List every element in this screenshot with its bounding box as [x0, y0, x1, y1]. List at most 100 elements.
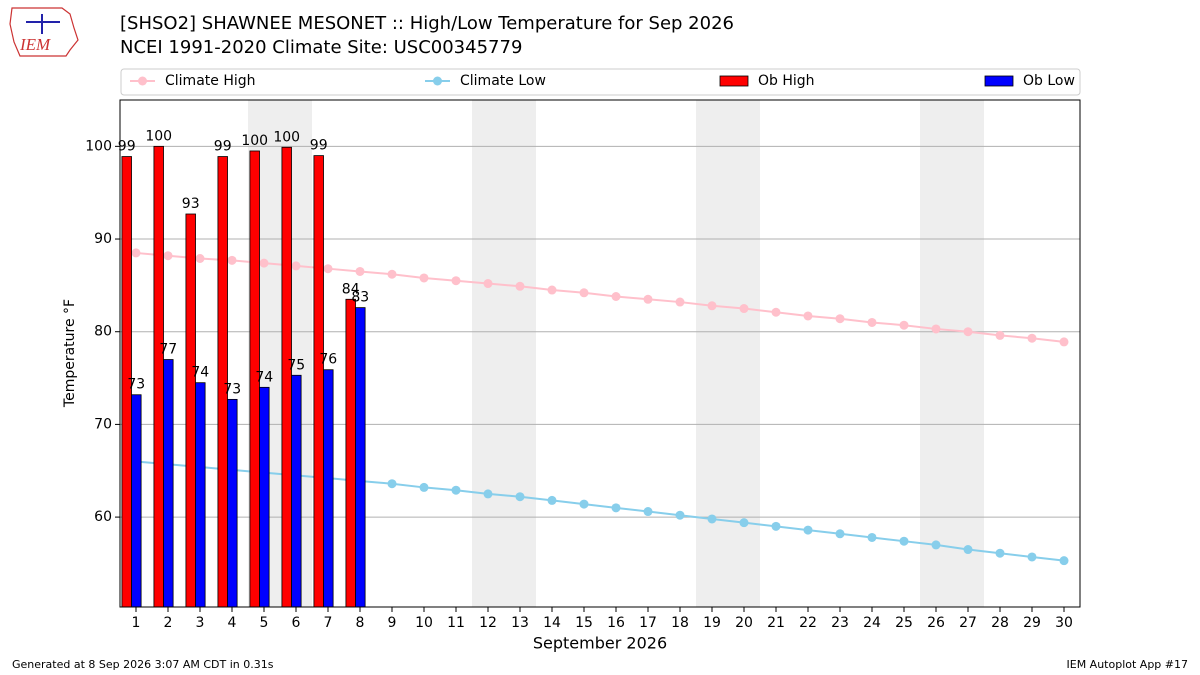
data-label: 100	[273, 129, 300, 145]
bar	[131, 394, 142, 608]
line-marker	[547, 285, 557, 295]
x-tick-label: 1	[132, 615, 141, 631]
x-tick-label: 13	[511, 615, 529, 631]
data-label: 100	[241, 133, 268, 149]
footer-left: Generated at 8 Sep 2026 3:07 AM CDT in 0…	[12, 658, 274, 671]
line-marker	[675, 297, 685, 307]
data-label: 93	[182, 196, 200, 212]
line-marker	[899, 320, 909, 330]
line-marker	[643, 294, 653, 304]
bar	[355, 307, 366, 608]
line-marker	[419, 482, 429, 492]
x-tick-label: 23	[831, 615, 849, 631]
line-marker	[739, 304, 749, 314]
x-tick-label: 17	[639, 615, 657, 631]
data-label: 75	[287, 357, 305, 373]
footer-right: IEM Autoplot App #17	[1067, 658, 1189, 671]
x-tick-label: 30	[1055, 615, 1073, 631]
x-tick-label: 20	[735, 615, 753, 631]
logo-outline	[9, 7, 79, 57]
x-tick-label: 5	[260, 615, 269, 631]
legend-swatch	[138, 76, 147, 86]
y-tick-label: 100	[85, 138, 112, 154]
line-marker	[835, 314, 845, 324]
x-tick-label: 29	[1023, 615, 1041, 631]
x-tick-label: 4	[228, 615, 237, 631]
bar	[195, 382, 206, 608]
x-tick-label: 14	[543, 615, 561, 631]
chart-subtitle: NCEI 1991-2020 Climate Site: USC00345779	[120, 37, 522, 58]
y-tick-label: 90	[94, 231, 112, 247]
x-tick-label: 19	[703, 615, 721, 631]
line-marker	[835, 529, 845, 539]
line-marker	[899, 536, 909, 546]
bar	[163, 359, 174, 608]
line-marker	[995, 330, 1005, 340]
data-label: 74	[255, 369, 273, 385]
line-marker	[707, 301, 717, 311]
line-marker	[611, 291, 621, 301]
data-label: 83	[351, 290, 369, 306]
bar	[313, 155, 324, 608]
x-tick-label: 8	[356, 615, 365, 631]
data-label: 84	[342, 281, 360, 297]
legend-label: Ob High	[758, 73, 815, 89]
y-tick-label: 70	[94, 416, 112, 432]
bar	[153, 145, 164, 608]
legend-label: Climate High	[165, 73, 256, 89]
y-tick-label: 80	[94, 324, 112, 340]
weekend-shade	[472, 100, 536, 607]
x-tick-label: 2	[164, 615, 173, 631]
line-marker	[675, 510, 685, 520]
line-marker	[771, 521, 781, 531]
line-marker	[483, 489, 493, 499]
data-label: 74	[191, 365, 209, 381]
x-tick-label: 11	[447, 615, 465, 631]
x-tick-label: 12	[479, 615, 497, 631]
data-label: 99	[118, 139, 136, 155]
data-label: 100	[145, 128, 172, 144]
line-marker	[483, 279, 493, 289]
x-tick-label: 27	[959, 615, 977, 631]
bar	[185, 213, 196, 608]
line-marker	[227, 255, 237, 265]
data-label: 99	[310, 138, 328, 154]
line-marker	[291, 261, 301, 271]
data-label: 99	[214, 139, 232, 155]
x-axis-label: September 2026	[533, 634, 667, 653]
chart-title: [SHSO2] SHAWNEE MESONET :: High/Low Temp…	[120, 13, 734, 34]
x-tick-label: 7	[324, 615, 333, 631]
bar	[281, 146, 292, 608]
line-marker	[547, 495, 557, 505]
legend-box	[120, 68, 1081, 96]
line-marker	[995, 548, 1005, 558]
plot-frame	[119, 99, 1081, 608]
logo-text: IEM	[19, 35, 51, 54]
line-marker	[963, 545, 973, 555]
logo: IEM	[9, 7, 79, 57]
line-marker	[387, 479, 397, 489]
bar	[259, 386, 270, 608]
line-marker	[515, 492, 525, 502]
line-marker	[259, 258, 269, 268]
line-marker	[931, 324, 941, 334]
line-marker	[131, 248, 141, 258]
line-marker	[387, 269, 397, 279]
x-tick-label: 22	[799, 615, 817, 631]
line-marker	[1059, 337, 1069, 347]
line-marker	[451, 276, 461, 286]
line-marker	[707, 514, 717, 524]
line-marker	[355, 266, 365, 276]
line-marker	[867, 532, 877, 542]
bar	[227, 398, 238, 608]
line-marker	[867, 317, 877, 327]
line-marker	[739, 518, 749, 528]
line-marker	[803, 525, 813, 535]
line-marker	[163, 251, 173, 261]
line-marker	[931, 540, 941, 550]
x-tick-label: 18	[671, 615, 689, 631]
x-tick-label: 10	[415, 615, 433, 631]
data-label: 73	[127, 377, 145, 393]
line-marker	[195, 253, 205, 263]
